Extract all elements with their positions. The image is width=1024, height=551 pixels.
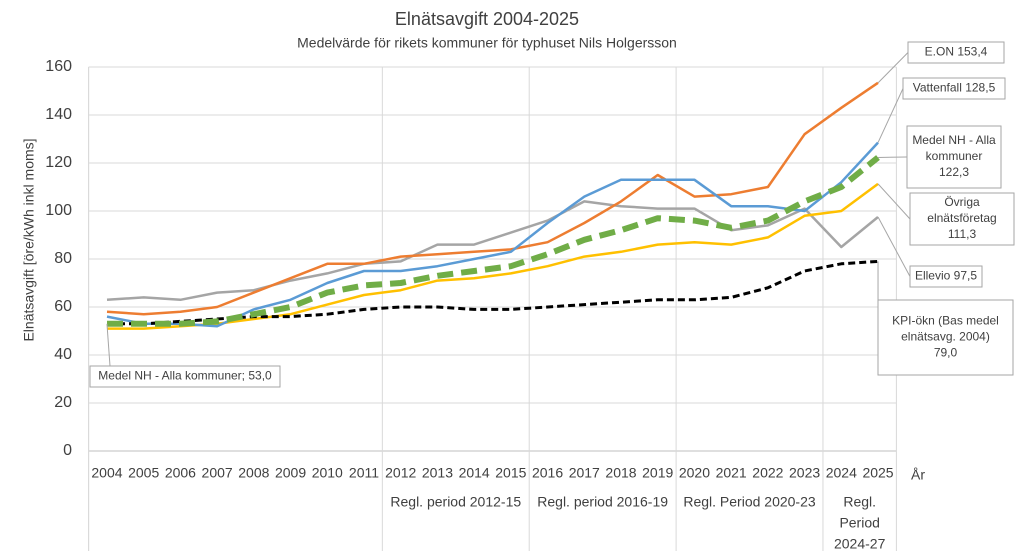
callout: E.ON 153,4 [877, 41, 1005, 84]
callout: Medel NH - Alla kommuner; 53,0 [89, 323, 281, 388]
y-tick-label: 60 [54, 298, 72, 315]
x-tick-label: 2025 [862, 465, 893, 481]
x-tick-label: 2004 [91, 465, 122, 481]
callout-text: elnätsavg. 2004) [901, 330, 990, 344]
callout-leader [106, 323, 111, 367]
x-tick-label: 2008 [238, 465, 269, 481]
series-line [107, 155, 880, 327]
callout-box [907, 41, 1005, 64]
x-tick-label: 2012 [385, 465, 416, 481]
callout: Ellevio 97,5 [877, 216, 983, 288]
y-tick-label: 160 [45, 58, 72, 75]
x-tick-label: 2019 [642, 465, 673, 481]
callout: Vattenfall 128,5 [877, 77, 1006, 143]
callout-box [906, 125, 1002, 189]
x-tick-label: 2023 [789, 465, 820, 481]
x-tick-label: 2016 [532, 465, 563, 481]
period-label: Period [839, 515, 879, 531]
callout-leader [877, 216, 911, 277]
callout-text: Medel NH - Alla [912, 133, 996, 147]
series-line [106, 200, 879, 302]
x-tick-label: 2022 [752, 465, 783, 481]
callout-text: KPI-ökn (Bas medel [892, 314, 999, 328]
callout-text: 111,3 [948, 227, 977, 241]
callout-box [909, 192, 1015, 246]
callout-leader [877, 52, 909, 84]
period-label: Regl. period 2012-15 [390, 494, 521, 510]
x-tick-label: 2005 [128, 465, 159, 481]
y-tick-label: 80 [54, 250, 72, 267]
y-tick-label: 40 [54, 346, 72, 363]
callout-text: Övriga [944, 195, 980, 209]
y-tick-label: 100 [45, 202, 72, 219]
series-line [107, 259, 879, 326]
series-line [107, 182, 879, 330]
callout-box [877, 299, 1014, 376]
series-line [106, 81, 879, 316]
y-tick-label: 120 [45, 154, 72, 171]
period-label: Regl. Period 2020-23 [683, 494, 816, 510]
x-tick-label: 2009 [275, 465, 306, 481]
period-label: Regl. [843, 494, 876, 510]
callout-text: 79,0 [934, 346, 958, 360]
y-tick-label: 140 [45, 106, 72, 123]
callout-leader [877, 88, 904, 143]
callout: KPI-ökn (Bas medel elnätsavg. 2004) 79,0 [877, 261, 1014, 376]
x-tick-label: 2010 [312, 465, 343, 481]
callout-text: 122,3 [939, 165, 969, 179]
x-tick-label: 2021 [716, 465, 747, 481]
x-tick-label: 2015 [495, 465, 526, 481]
callout-text: kommuner [926, 149, 983, 163]
callout-text: Medel NH - Alla kommuner; 53,0 [98, 369, 272, 383]
callout-box [89, 365, 281, 388]
callout: Övriga elnätsföretag 111,3 [877, 183, 1015, 246]
x-tick-label: 2013 [422, 465, 453, 481]
callout: Medel NH - Alla kommuner 122,3 [878, 125, 1002, 189]
x-tick-label: 2024 [826, 465, 857, 481]
period-label: 2024-27 [834, 536, 886, 551]
x-tick-label: 2017 [569, 465, 600, 481]
x-tick-label: 2007 [202, 465, 233, 481]
x-tick-label: 2020 [679, 465, 710, 481]
callout-text: Ellevio 97,5 [915, 269, 977, 283]
chart-title: Elnätsavgift 2004-2025 [395, 9, 579, 29]
series-line [106, 141, 879, 328]
y-axis-label: Elnätsavgift [öre/kWh inkl moms] [21, 138, 37, 341]
y-tick-label: 20 [54, 394, 72, 411]
x-axis-label: År [911, 467, 925, 483]
x-tick-label: 2014 [459, 465, 490, 481]
period-label: Regl. period 2016-19 [537, 494, 668, 510]
chart-subtitle: Medelvärde för rikets kommuner för typhu… [297, 35, 677, 51]
y-tick-label: 0 [63, 442, 72, 459]
callout-box [909, 265, 983, 288]
callout-leader [877, 183, 911, 220]
callout-text: E.ON 153,4 [925, 45, 988, 59]
callout-box [902, 77, 1006, 100]
x-tick-label: 2018 [605, 465, 636, 481]
callout-text: elnätsföretag [927, 211, 996, 225]
callout-text: Vattenfall 128,5 [913, 81, 996, 95]
x-tick-label: 2006 [165, 465, 196, 481]
x-tick-label: 2011 [349, 465, 379, 481]
